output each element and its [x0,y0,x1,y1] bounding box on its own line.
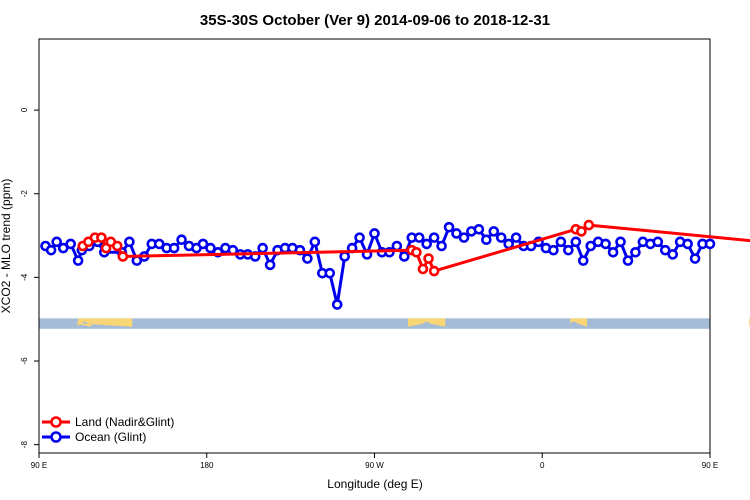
ocean-data-point [615,236,626,248]
ocean-data-point [630,246,641,258]
ocean-data-point [413,232,425,243]
ocean-data-point [667,249,679,260]
ocean-data-point [555,236,567,248]
legend-ocean-marker [50,431,62,443]
ocean-data-point [704,238,716,250]
ocean-data-point [57,242,69,254]
ocean-data-point [153,238,165,250]
y-tick-label: -8 [20,441,29,449]
ocean-data-point [339,251,350,262]
ocean-data-point [473,223,485,235]
ocean-data-point [481,234,492,246]
ocean-band [39,318,710,329]
ocean-data-point [421,238,432,250]
ocean-data-point [45,244,57,256]
ocean-data-point [354,232,365,243]
ocean-data-point [622,255,634,266]
chart-title: 35S-30S October (Ver 9) 2014-09-06 to 20… [200,12,550,29]
y-tick-label: -4 [20,273,29,281]
x-tick-label: 90 E [702,461,718,470]
ocean-data-point [607,246,619,258]
ocean-data-point [168,242,180,254]
land-band-segment [408,318,446,327]
x-tick-label: 90 W [365,461,384,470]
ocean-data-point [488,226,500,237]
ocean-data-point [331,299,343,310]
land-data-point [417,263,429,275]
ocean-data-point [309,236,321,248]
legend: Land (Nadir&Glint) Ocean (Glint) [42,415,174,444]
y-tick-label: -2 [20,190,29,198]
ocean-data-point [205,242,216,254]
ocean-data-point [197,238,209,250]
ocean-data-point [264,259,276,271]
legend-land-marker [50,416,62,428]
ocean-data-point [324,267,336,279]
ocean-data-point [577,255,589,266]
data-series [40,219,750,310]
legend-land-label: Land (Nadir&Glint) [75,415,174,429]
ocean-data-point [257,242,268,254]
ocean-data-point [689,253,701,264]
ocean-data-point [369,228,380,239]
land-data-point [428,265,440,277]
ocean-data-point [436,240,447,252]
land-data-point [117,251,129,262]
land-data-point [576,226,587,237]
land-data-point [111,240,123,252]
land-data-point [583,219,595,231]
ocean-data-point [302,253,313,264]
ocean-data-point [391,240,403,252]
ocean-data-point [124,236,135,248]
land-data-point [411,246,422,258]
ocean-data-point [548,244,559,256]
ocean-data-point [428,232,440,243]
ocean-data-point [563,244,574,256]
ocean-data-point [458,232,470,243]
x-tick-label: 180 [200,461,214,470]
axes: 90 E 180 90 W 0 90 E 0 -2 -4 -6 -8 [20,107,718,470]
ocean-data-point [72,255,84,266]
land-band-segment [569,318,587,327]
land-series-line [81,223,750,273]
land-band-segment [78,318,92,327]
y-tick-label: -6 [20,357,29,365]
land-band-segment [76,318,133,327]
x-tick-label: 0 [540,461,545,470]
legend-ocean-label: Ocean (Glint) [75,430,146,444]
ocean-data-point [570,236,582,248]
ocean-data-point [510,232,522,243]
y-axis-label: XCO2 - MLO trend (ppm) [0,179,13,314]
land-data-point [423,253,434,264]
ocean-data-point [51,236,63,248]
ocean-data-point [659,244,671,256]
ocean-data-point [443,221,455,233]
ocean-series-line [44,225,710,306]
ocean-data-point [176,234,187,246]
ocean-data-point [495,232,507,243]
ocean-data-point [652,236,664,248]
ocean-data-point [682,238,693,250]
x-axis-label: Longitude (deg E) [327,477,422,491]
land-ocean-band [39,318,750,329]
land-data-point [96,232,107,243]
ocean-data-point [585,240,597,252]
ocean-data-point [65,238,76,250]
ocean-data-point [399,251,410,262]
x-tick-label: 90 E [31,461,47,470]
ocean-data-point [451,228,462,239]
ocean-data-point [600,238,611,250]
y-tick-label: 0 [20,107,29,112]
